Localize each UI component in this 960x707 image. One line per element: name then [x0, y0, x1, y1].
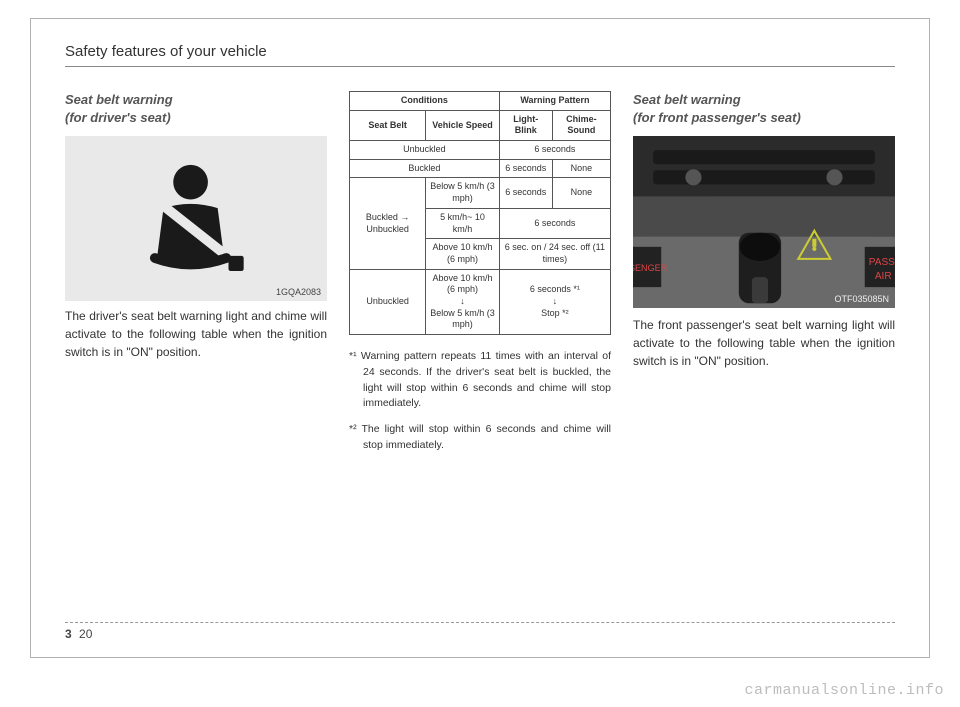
seatbelt-warning-icon-box: 1GQA2083 [65, 136, 327, 301]
cell: 6 seconds [499, 208, 610, 238]
th-conditions: Conditions [350, 92, 500, 111]
cell: Buckled [350, 159, 500, 178]
page-number: 20 [79, 627, 92, 641]
page-footer: 3 20 [65, 622, 895, 641]
th-warning: Warning Pattern [499, 92, 610, 111]
cell: 6 sec. on / 24 sec. off (11 times) [499, 239, 610, 269]
col1-subhead-l1: Seat belt warning [65, 92, 173, 107]
th-speed: Vehicle Speed [426, 110, 500, 140]
icon-id: 1GQA2083 [276, 287, 321, 297]
col3-subhead-l1: Seat belt warning [633, 92, 741, 107]
cell: Unbuckled [350, 141, 500, 160]
cell: 6 seconds [499, 159, 552, 178]
txt: ↓ [460, 296, 465, 306]
warning-pattern-table: Conditions Warning Pattern Seat Belt Veh… [349, 91, 611, 335]
cell: 5 km/h~ 10 km/h [426, 208, 500, 238]
footnote-1: *¹ Warning pattern repeats 11 times with… [349, 349, 611, 412]
cell: Above 10 km/h (6 mph) [426, 239, 500, 269]
col1-subhead: Seat belt warning (for driver's seat) [65, 91, 327, 126]
txt: Stop *² [541, 308, 569, 318]
col1-subhead-l2: (for driver's seat) [65, 110, 171, 125]
dashboard-photo: PASS AIR SENGER OTF035085N [633, 136, 895, 308]
col3-body: The front passenger's seat belt warning … [633, 316, 895, 370]
txt: 6 seconds *¹ [530, 284, 580, 294]
watermark: carmanualsonline.info [744, 682, 944, 699]
photo-id: OTF035085N [834, 294, 889, 304]
footnote-2: *² The light will stop within 6 seconds … [349, 422, 611, 454]
col3-subhead-l2: (for front passenger's seat) [633, 110, 801, 125]
section-header: Safety features of your vehicle [65, 43, 895, 67]
content-columns: Seat belt warning (for driver's seat) 1G… [65, 91, 895, 464]
txt: Above 10 km/h (6 mph) [433, 273, 493, 295]
air-label: AIR [875, 271, 892, 282]
pass-label: PASS [869, 257, 895, 268]
txt: ↓ [553, 296, 558, 306]
chapter-number: 3 [65, 627, 72, 641]
cell: None [552, 159, 610, 178]
dashboard-illustration: PASS AIR SENGER [633, 136, 895, 308]
manual-page: Safety features of your vehicle Seat bel… [30, 18, 930, 658]
cell: 6 seconds *¹ ↓ Stop *² [499, 269, 610, 334]
th-light: Light-Blink [499, 110, 552, 140]
cell: None [552, 178, 610, 208]
cell: Buckled → Unbuckled [350, 178, 426, 269]
col3-subhead: Seat belt warning (for front passenger's… [633, 91, 895, 126]
senger-label: SENGER [633, 263, 668, 273]
th-chime: Chime-Sound [552, 110, 610, 140]
cell: Unbuckled [350, 269, 426, 334]
cell: Above 10 km/h (6 mph) ↓ Below 5 km/h (3 … [426, 269, 500, 334]
column-1: Seat belt warning (for driver's seat) 1G… [65, 91, 327, 464]
cell: 6 seconds [499, 141, 610, 160]
th-seatbelt: Seat Belt [350, 110, 426, 140]
cell: Below 5 km/h (3 mph) [426, 178, 500, 208]
txt: Below 5 km/h (3 mph) [430, 308, 495, 330]
column-2: Conditions Warning Pattern Seat Belt Veh… [349, 91, 611, 464]
column-3: Seat belt warning (for front passenger's… [633, 91, 895, 464]
cell: 6 seconds [499, 178, 552, 208]
seatbelt-person-icon [131, 154, 261, 284]
col1-body: The driver's seat belt warning light and… [65, 307, 327, 361]
